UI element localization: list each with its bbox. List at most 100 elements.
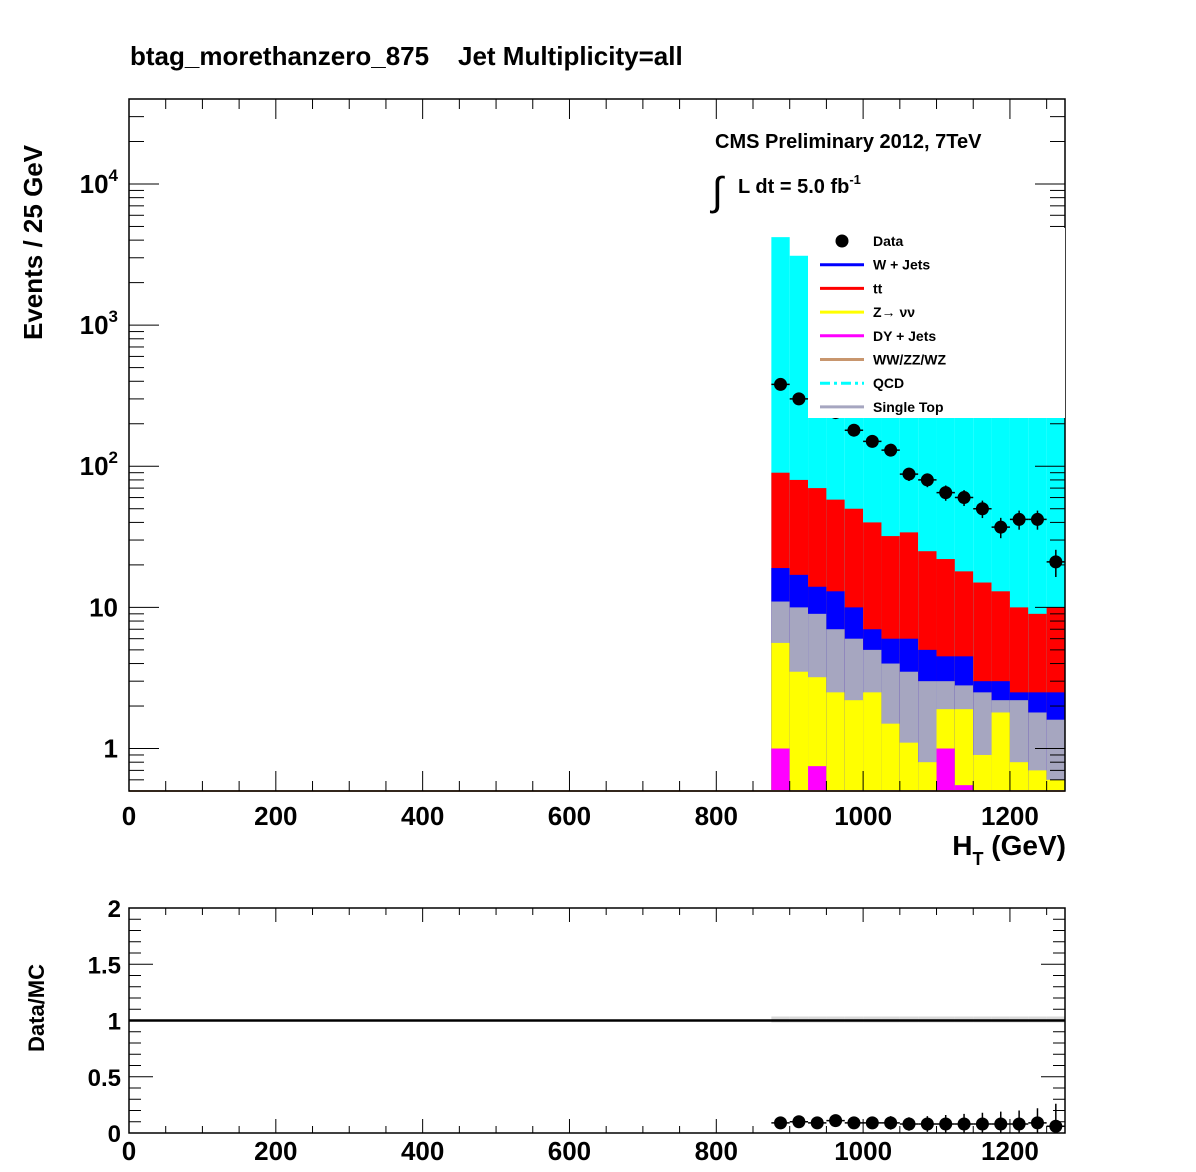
legend-label: Data: [873, 233, 904, 249]
x-axis-ticks: 0 200 400 600 800 1000 1200: [122, 99, 1048, 831]
ratio-y-tick-label: 1: [108, 1009, 121, 1036]
legend-label: QCD: [873, 375, 904, 391]
data-point: [1012, 512, 1026, 526]
cms-annotation: CMS Preliminary 2012, 7TeV: [715, 131, 982, 153]
ratio-x-tick-label: 0: [122, 1136, 136, 1166]
x-tick-label: 400: [401, 801, 444, 831]
ratio-point: [902, 1117, 916, 1131]
bar-dy_jets-875: [771, 748, 790, 791]
ratio-y-tick-label: 0: [108, 1121, 121, 1148]
main-frame: [128, 98, 1066, 792]
ratio-point: [829, 1114, 843, 1128]
bar-z_nunu-1125: [954, 709, 974, 791]
x-tick-label: 0: [122, 801, 136, 831]
bar-z_nunu-1050: [899, 742, 919, 791]
bar-z_nunu-1225: [1028, 770, 1047, 791]
ratio-y-tick-label: 2: [108, 896, 121, 923]
x-tick-label: 800: [695, 801, 738, 831]
data-point: [920, 473, 934, 487]
legend-label: WW/ZZ/WZ: [873, 352, 947, 368]
ratio-y-axis-ticks: 0 0.5 1 1.5 2: [88, 896, 1065, 1148]
ratio-point: [810, 1116, 824, 1130]
x-tick-label: 600: [548, 801, 591, 831]
ratio-point: [865, 1116, 879, 1130]
y-axis-ticks: 1 10 102 103 104: [80, 98, 1065, 792]
ratio-point: [939, 1117, 953, 1131]
data-point: [1030, 512, 1044, 526]
chart-title: btag_morethanzero_875 Jet Multiplicity=a…: [130, 41, 683, 71]
data-point: [957, 491, 971, 505]
y-tick-label: 1: [104, 734, 118, 764]
ratio-y-axis-label: Data/MC: [24, 964, 49, 1052]
data-point: [1049, 555, 1063, 569]
y-tick-label: 10: [89, 592, 118, 622]
stacked-bars: [771, 237, 1065, 792]
bar-z_nunu-1250: [1046, 779, 1065, 791]
ratio-x-tick-label: 600: [548, 1136, 591, 1166]
ratio-point: [884, 1116, 898, 1130]
ratio-point: [920, 1117, 934, 1131]
ratio-point: [994, 1117, 1008, 1131]
ratio-point: [1012, 1117, 1026, 1131]
data-point: [975, 502, 989, 516]
ratio-x-tick-label: 200: [254, 1136, 297, 1166]
ratio-point: [792, 1115, 806, 1129]
data-point: [865, 434, 879, 448]
ratio-points: [771, 1103, 1065, 1133]
bar-z_nunu-1025: [881, 723, 900, 791]
bar-dy_jets-925: [808, 766, 827, 791]
bar-z_nunu-900: [789, 671, 809, 791]
ratio-x-tick-label: 1000: [834, 1136, 892, 1166]
bar-z_nunu-1175: [991, 712, 1010, 791]
ratio-x-tick-label: 1200: [981, 1136, 1039, 1166]
x-axis-label: HT (GeV): [952, 830, 1066, 869]
y-axis-label: Events / 25 GeV: [18, 144, 48, 340]
x-tick-label: 1000: [834, 801, 892, 831]
legend-label: Z→ νν: [873, 304, 915, 320]
integral-sign: ∫: [710, 170, 726, 214]
ratio-x-axis-ticks: 0 200 400 600 800 1000 1200: [122, 908, 1048, 1166]
bar-z_nunu-1150: [973, 754, 992, 791]
ratio-y-tick-label: 0.5: [88, 1065, 121, 1092]
bar-z_nunu-975: [844, 700, 864, 791]
ratio-point: [957, 1117, 971, 1131]
legend-box: [808, 228, 1065, 418]
y-tick-label: 104: [80, 166, 119, 199]
data-point: [847, 423, 861, 437]
ratio-point: [847, 1116, 861, 1130]
legend-label: DY + Jets: [873, 328, 936, 344]
legend-label: tt: [873, 280, 883, 296]
x-tick-label: 200: [254, 801, 297, 831]
legend-label: Single Top: [873, 399, 944, 415]
bar-dy_jets-1100: [936, 748, 955, 791]
ratio-x-tick-label: 800: [695, 1136, 738, 1166]
data-point: [884, 443, 898, 457]
legend-label: W + Jets: [873, 257, 930, 273]
bar-z_nunu-1075: [918, 762, 937, 791]
ratio-point: [1049, 1119, 1063, 1133]
data-point: [939, 486, 953, 500]
bar-z_nunu-1200: [1009, 762, 1029, 791]
y-tick-label: 103: [80, 307, 118, 340]
bar-z_nunu-1000: [863, 692, 882, 791]
data-point: [774, 377, 788, 391]
bar-z_nunu-925: [808, 677, 827, 791]
bar-dy_jets-1125: [954, 785, 974, 791]
ratio-y-tick-label: 1.5: [88, 952, 121, 979]
ratio-point: [975, 1117, 989, 1131]
y-tick-label: 102: [80, 448, 118, 481]
x-tick-label: 1200: [981, 801, 1039, 831]
ratio-point: [1030, 1116, 1044, 1130]
data-point: [792, 392, 806, 406]
ratio-plot: 0 200 400 600 800 1000 1200 0 0.5 1 1.5 2 Data/MC: [24, 896, 1066, 1166]
legend-marker: [835, 234, 849, 248]
ratio-point: [774, 1116, 788, 1130]
bar-z_nunu-950: [826, 692, 845, 791]
lumi-annotation: L dt = 5.0 fb-1: [738, 172, 861, 198]
data-point: [994, 520, 1008, 534]
data-point: [902, 467, 916, 481]
legend: Data W + Jets tt Z→ νν DY + Jets WW/ZZ/WZ QCD S…: [808, 228, 1065, 418]
ratio-x-tick-label: 400: [401, 1136, 444, 1166]
main-plot: 0 200 400 600 800 1000 1200 1 10 102 103 104 Event…: [18, 98, 1066, 869]
